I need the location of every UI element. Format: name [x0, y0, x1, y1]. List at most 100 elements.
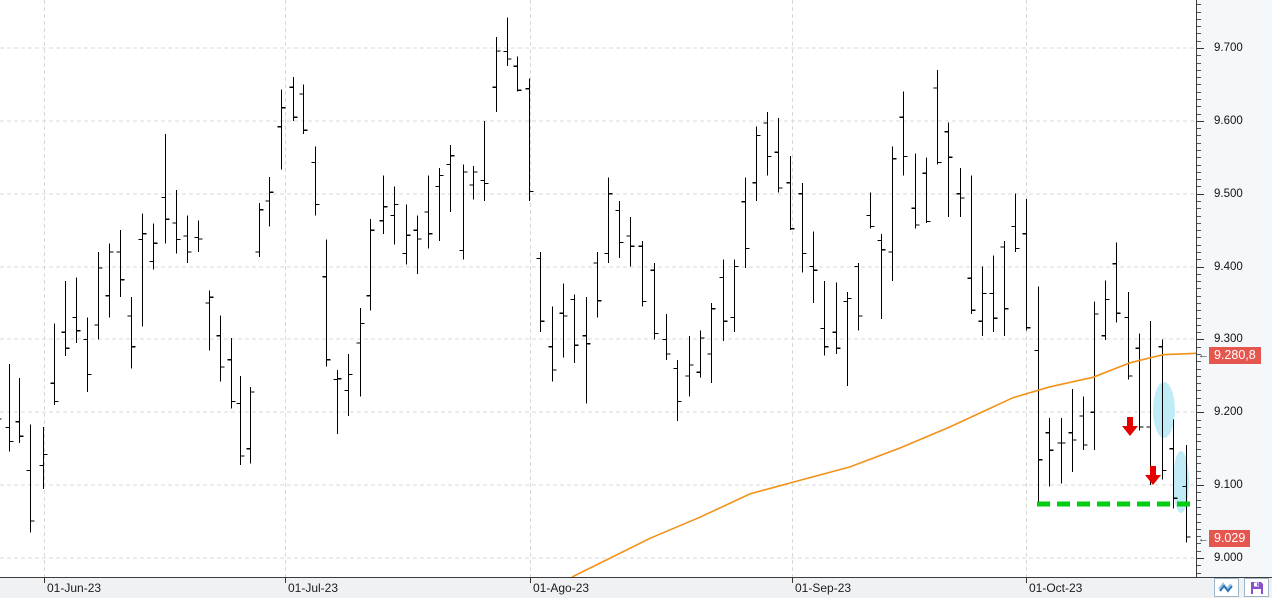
y-axis-label: 9.400	[1214, 261, 1243, 273]
y-axis-label: 9.000	[1214, 552, 1243, 564]
y-axis-minor-tick	[1197, 12, 1201, 13]
y-axis-major-tick	[1197, 121, 1204, 122]
y-axis-minor-tick	[1197, 507, 1201, 508]
save-toolbar-button[interactable]	[1244, 578, 1269, 597]
y-axis-minor-tick	[1197, 551, 1201, 552]
price-axis[interactable]: ← 9.280,8 ← 9.029 9.700 9.600 9.500 9.400 9.…	[1196, 0, 1272, 577]
y-axis-minor-tick	[1197, 114, 1201, 115]
y-axis-minor-tick	[1197, 434, 1201, 435]
y-axis-minor-tick	[1197, 33, 1201, 34]
bottom-toolbar	[1214, 578, 1269, 597]
y-axis-minor-tick	[1197, 522, 1201, 523]
y-axis-minor-tick	[1197, 216, 1201, 217]
y-axis-minor-tick	[1197, 281, 1201, 282]
y-axis-minor-tick	[1197, 237, 1201, 238]
y-axis-minor-tick	[1197, 441, 1201, 442]
y-axis-minor-tick	[1197, 165, 1201, 166]
y-axis-label: 9.700	[1214, 42, 1243, 54]
tag-pointer-icon: ←	[1198, 532, 1209, 545]
x-axis-label: 01-Oct-23	[1029, 581, 1083, 595]
wave-zigzag-icon	[1218, 582, 1233, 593]
y-axis-minor-tick	[1197, 26, 1201, 27]
y-axis-label: 9.500	[1214, 188, 1243, 200]
y-axis-minor-tick	[1197, 478, 1201, 479]
y-axis-minor-tick	[1197, 208, 1201, 209]
y-axis-minor-tick	[1197, 471, 1201, 472]
y-axis-label: 9.100	[1214, 479, 1243, 491]
down-arrow-annotation[interactable]	[1122, 417, 1138, 436]
y-axis-minor-tick	[1197, 427, 1201, 428]
y-axis-minor-tick	[1197, 398, 1201, 399]
y-axis-minor-tick	[1197, 274, 1201, 275]
wave-toolbar-button[interactable]	[1214, 578, 1239, 597]
y-axis-minor-tick	[1197, 4, 1201, 5]
y-axis-minor-tick	[1197, 150, 1201, 151]
y-axis-minor-tick	[1197, 84, 1201, 85]
ma-price-tag: ← 9.280,8	[1198, 346, 1261, 364]
y-axis-minor-tick	[1197, 172, 1201, 173]
y-axis-minor-tick	[1197, 390, 1201, 391]
down-arrow-annotation[interactable]	[1145, 466, 1161, 485]
y-axis-minor-tick	[1197, 259, 1201, 260]
y-axis-label: 9.300	[1214, 333, 1243, 345]
y-axis-minor-tick	[1197, 252, 1201, 253]
y-axis-minor-tick	[1197, 463, 1201, 464]
y-axis-major-tick	[1197, 194, 1204, 195]
x-axis-tick	[1026, 578, 1027, 583]
last-price-tag: ← 9.029	[1198, 530, 1251, 548]
y-axis-minor-tick	[1197, 223, 1201, 224]
x-axis-tick	[530, 578, 531, 583]
y-axis-major-tick	[1197, 267, 1204, 268]
y-axis-minor-tick	[1197, 106, 1201, 107]
y-axis-minor-tick	[1197, 303, 1201, 304]
y-axis-minor-tick	[1197, 201, 1201, 202]
tag-pointer-icon: ←	[1198, 349, 1209, 362]
highlight-ellipse	[1173, 451, 1189, 513]
y-axis-minor-tick	[1197, 492, 1201, 493]
y-axis-minor-tick	[1197, 500, 1201, 501]
y-axis-minor-tick	[1197, 63, 1201, 64]
y-axis-minor-tick	[1197, 157, 1201, 158]
y-axis-minor-tick	[1197, 143, 1201, 144]
y-axis-minor-tick	[1197, 354, 1201, 355]
ohlc-bars	[0, 17, 1191, 543]
y-axis-major-tick	[1197, 412, 1204, 413]
y-axis-minor-tick	[1197, 55, 1201, 56]
moving-average-line[interactable]	[571, 352, 1196, 577]
y-axis-minor-tick	[1197, 383, 1201, 384]
y-axis-minor-tick	[1197, 128, 1201, 129]
y-axis-minor-tick	[1197, 296, 1201, 297]
last-price-tag-value: 9.029	[1209, 530, 1251, 548]
x-axis-label: 01-Jul-23	[288, 581, 339, 595]
x-axis-tick	[285, 578, 286, 583]
y-axis-minor-tick	[1197, 573, 1201, 574]
y-axis-minor-tick	[1197, 449, 1201, 450]
y-axis-minor-tick	[1197, 376, 1201, 377]
y-axis-minor-tick	[1197, 41, 1201, 42]
y-axis-minor-tick	[1197, 543, 1201, 544]
ma-price-tag-value: 9.280,8	[1209, 346, 1261, 364]
y-axis-minor-tick	[1197, 529, 1201, 530]
time-axis[interactable]: 01-Jun-23 01-Jul-23 01-Ago-23 01-Sep-23 01-O…	[0, 577, 1272, 598]
price-chart-plot[interactable]	[0, 0, 1196, 577]
y-axis-minor-tick	[1197, 77, 1201, 78]
y-axis-minor-tick	[1197, 361, 1201, 362]
y-axis-minor-tick	[1197, 456, 1201, 457]
y-axis-minor-tick	[1197, 288, 1201, 289]
y-axis-minor-tick	[1197, 347, 1201, 348]
y-axis-minor-tick	[1197, 318, 1201, 319]
y-axis-minor-tick	[1197, 405, 1201, 406]
y-axis-minor-tick	[1197, 19, 1201, 20]
y-axis-minor-tick	[1197, 565, 1201, 566]
y-axis-minor-tick	[1197, 332, 1201, 333]
y-axis-major-tick	[1197, 485, 1204, 486]
highlight-ellipse	[1153, 382, 1175, 438]
y-axis-minor-tick	[1197, 310, 1201, 311]
y-axis-label: 9.600	[1214, 115, 1243, 127]
y-axis-major-tick	[1197, 558, 1204, 559]
y-axis-minor-tick	[1197, 325, 1201, 326]
y-axis-major-tick	[1197, 339, 1204, 340]
y-axis-minor-tick	[1197, 186, 1201, 187]
y-axis-minor-tick	[1197, 514, 1201, 515]
y-axis-minor-tick	[1197, 230, 1201, 231]
